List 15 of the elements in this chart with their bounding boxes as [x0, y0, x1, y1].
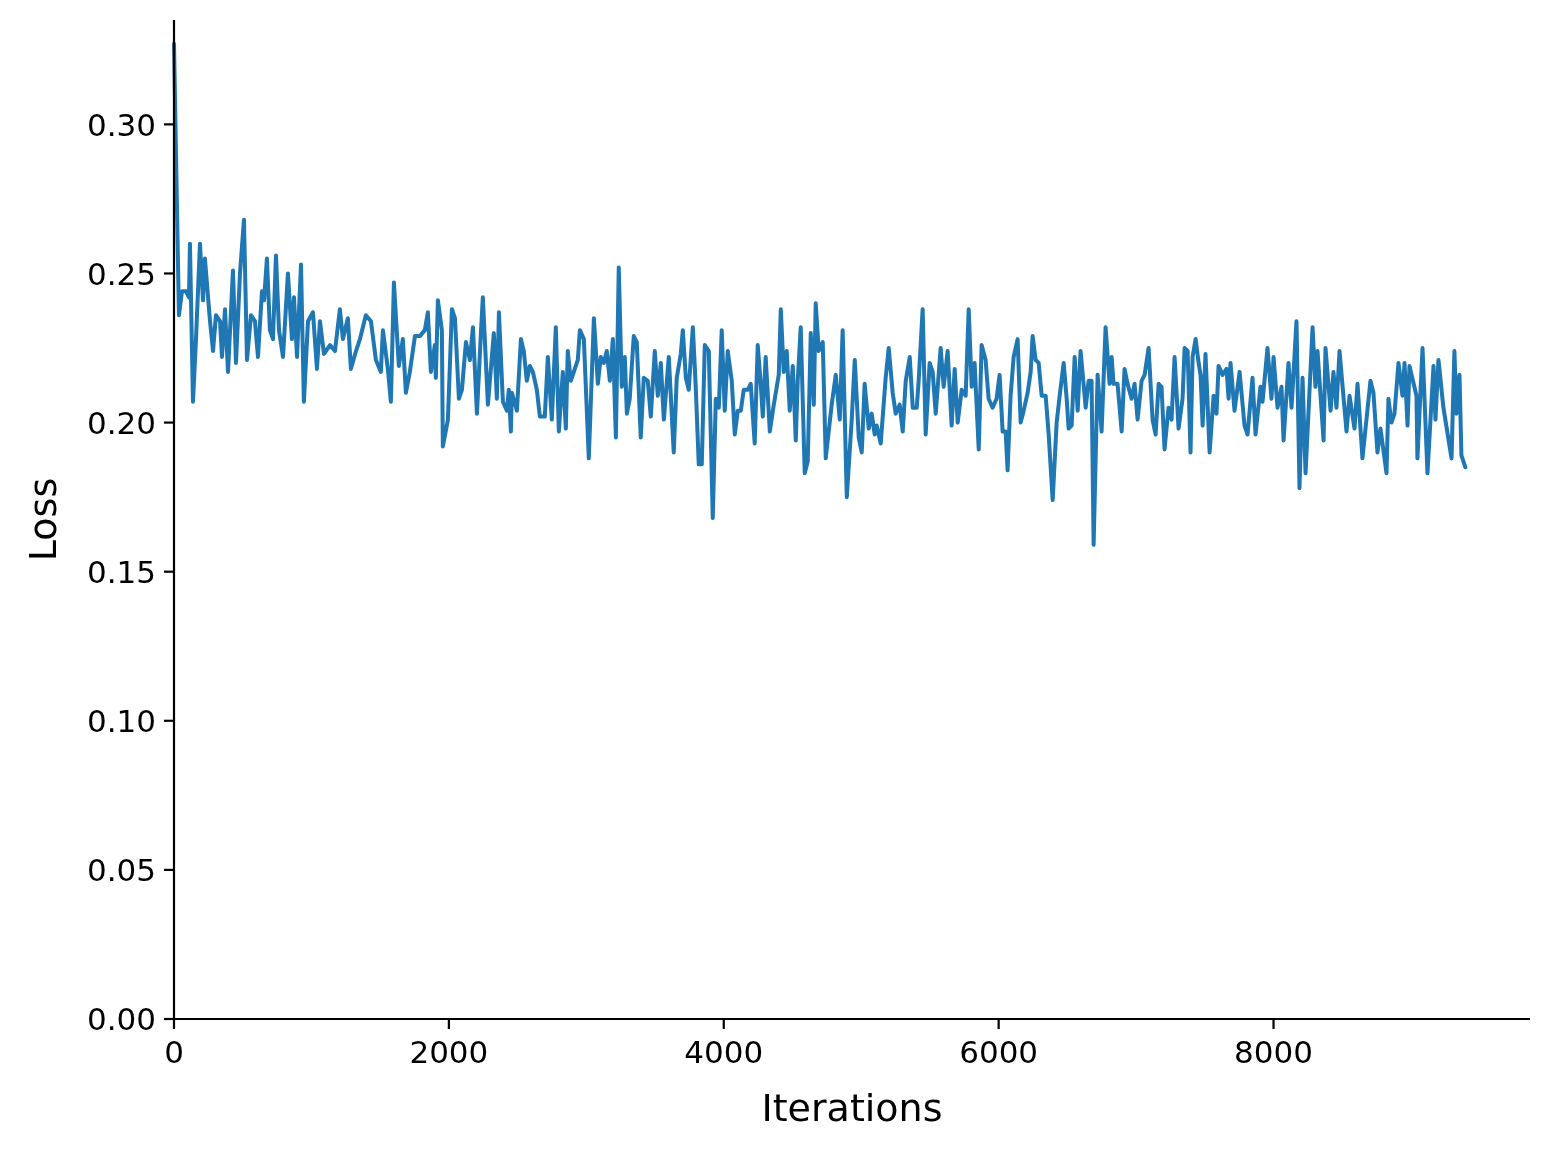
y-tick-label: 0.30: [86, 106, 156, 143]
y-tick-label: 0.00: [86, 1001, 156, 1038]
y-tick-label: 0.25: [86, 255, 156, 292]
line-series: [172, 41, 1468, 547]
y-tick-label: 0.05: [86, 852, 156, 889]
x-tick-label: 0: [164, 1034, 184, 1070]
x-tick-label: 2000: [409, 1034, 489, 1070]
y-tick-label: 0.20: [86, 404, 156, 441]
y-tick-label: 0.15: [86, 553, 156, 590]
y-axis-title: Loss: [21, 477, 65, 562]
x-tick-label: 4000: [684, 1034, 764, 1070]
y-tick-label: 0.10: [86, 702, 156, 739]
x-tick-label: 8000: [1234, 1034, 1313, 1070]
x-axis-title: Iterations: [761, 1086, 943, 1130]
x-tick-label: 6000: [959, 1034, 1039, 1070]
